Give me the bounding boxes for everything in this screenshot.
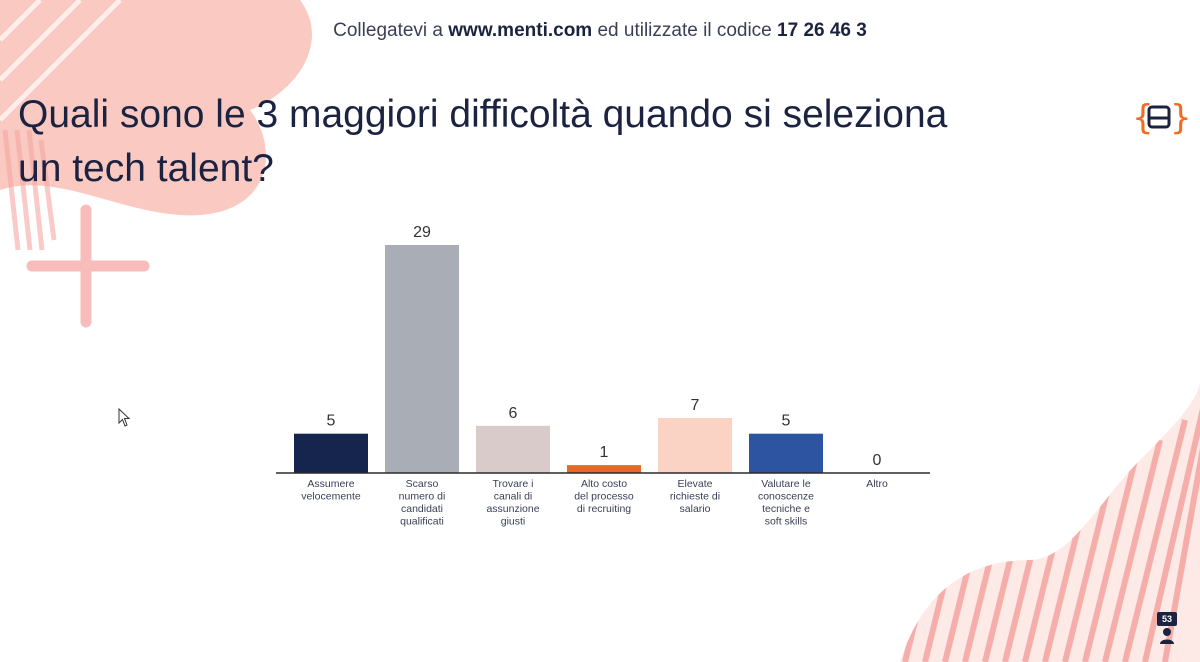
category-label: giusti (501, 516, 526, 528)
instructions-middle: ed utilizzate il codice (597, 20, 772, 41)
category-label: Altro (866, 478, 888, 490)
category-label: assunzione (486, 503, 539, 515)
chart-bar (294, 433, 368, 473)
category-label: qualificati (400, 516, 444, 528)
category-label: velocemente (301, 491, 361, 503)
participant-counter: 53 (1157, 612, 1179, 652)
bar-value-label: 6 (509, 405, 518, 422)
chart-bar (567, 465, 641, 473)
menti-url[interactable]: www.menti.com (448, 20, 593, 41)
bar-value-label: 7 (691, 397, 700, 414)
chart-bar (476, 425, 550, 473)
instructions-prefix: Collegatevi a (333, 20, 443, 41)
mentimeter-logo-icon: { } (1132, 98, 1188, 138)
category-label: Scarso (406, 478, 439, 490)
category-label: canali di (494, 491, 533, 503)
category-label: Trovare i (492, 478, 533, 490)
bar-value-label: 5 (327, 413, 336, 430)
category-label: salario (680, 503, 711, 515)
voting-code: 17 26 46 3 (777, 20, 867, 41)
category-label: candidati (401, 503, 443, 515)
category-label: Alto costo (581, 478, 627, 490)
bar-value-label: 0 (873, 452, 882, 469)
category-label: conoscenze (758, 491, 814, 503)
participant-count: 53 (1157, 612, 1177, 626)
bar-value-label: 1 (600, 444, 609, 461)
category-label: Elevate (677, 478, 712, 490)
category-label: del processo (574, 491, 634, 503)
category-label: Assumere (307, 478, 354, 490)
category-label: numero di (399, 491, 446, 503)
category-label: tecniche e (762, 503, 810, 515)
person-icon (1160, 628, 1174, 644)
svg-text:}: } (1170, 98, 1188, 138)
join-instructions: Collegatevi a www.menti.com ed utilizzat… (0, 20, 1200, 42)
bar-value-label: 29 (413, 224, 431, 241)
bar-value-label: 5 (782, 413, 791, 430)
category-label: di recruiting (577, 503, 631, 515)
category-label: richieste di (670, 491, 720, 503)
mouse-cursor-icon (118, 408, 131, 427)
chart-bar (749, 433, 823, 473)
chart-bar (385, 245, 459, 473)
chart-bar (658, 417, 732, 473)
category-label: Valutare le (761, 478, 811, 490)
category-label: soft skills (765, 516, 808, 528)
question-title: Quali sono le 3 maggiori difficoltà quan… (18, 93, 948, 190)
